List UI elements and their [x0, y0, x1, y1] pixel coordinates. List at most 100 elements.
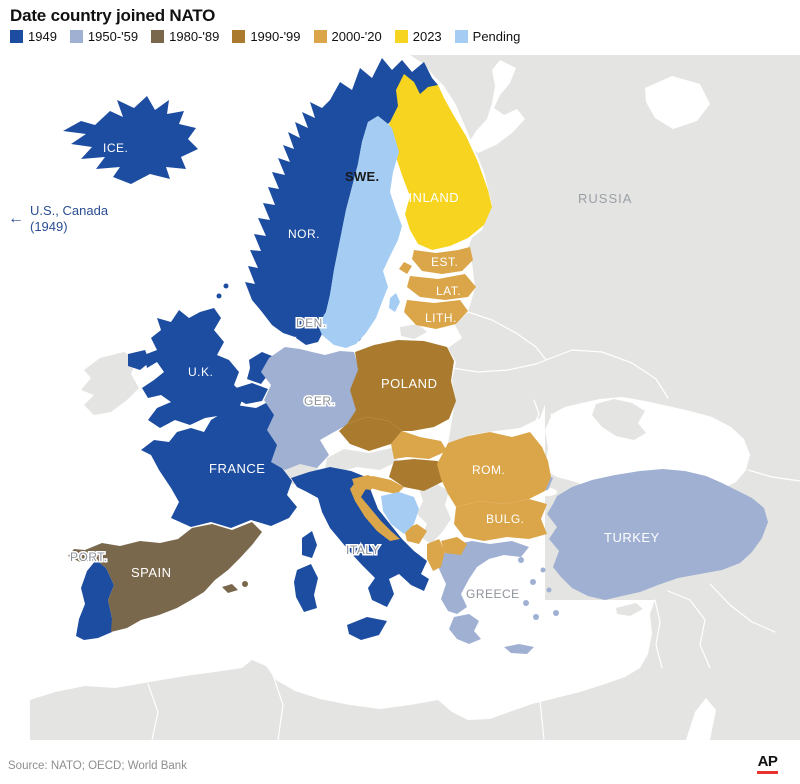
- aegean-island: [546, 587, 552, 593]
- legend-label-2000s: 2000-'20: [331, 29, 382, 44]
- country-kaliningrad: [400, 324, 427, 339]
- border-belarus-ukraine: [451, 359, 547, 373]
- legend-label-pending: Pending: [472, 29, 521, 44]
- legend-item-1950s: 1950-'59: [69, 29, 139, 44]
- legend-swatch-2023: [394, 30, 408, 43]
- aegean-island: [540, 567, 546, 573]
- country-balearics-island: [242, 581, 248, 587]
- country-sicily: [347, 617, 387, 640]
- country-northern-ireland: [128, 350, 150, 370]
- country-balearics: [222, 584, 238, 593]
- label-spain: SPAIN: [131, 565, 172, 580]
- border-levant-coast: [654, 599, 663, 669]
- country-slovakia: [391, 431, 447, 459]
- country-sardinia: [294, 564, 318, 612]
- border-libya-egypt: [539, 699, 545, 741]
- border-algeria-morocco: [147, 683, 159, 741]
- country-czechia: [339, 417, 402, 451]
- legend-swatch-1950s: [69, 30, 83, 43]
- country-peloponnese: [449, 614, 481, 644]
- label-uk: U.K.: [188, 365, 213, 379]
- label-iceland: ICE.: [103, 141, 128, 155]
- legend-swatch-1949: [10, 30, 23, 43]
- country-bulgaria: [454, 499, 547, 541]
- country-france: [141, 402, 297, 528]
- country-turkey: [547, 469, 768, 600]
- ap-logo-underline: [757, 771, 778, 774]
- label-bulgaria: BULG.: [486, 512, 525, 526]
- label-poland: POLAND: [381, 376, 437, 391]
- country-north-macedonia: [441, 537, 467, 555]
- left-arrow-icon: ←: [8, 210, 24, 227]
- border-ukraine-russia: [545, 349, 669, 399]
- country-latvia: [407, 274, 476, 300]
- country-ireland: [81, 352, 139, 415]
- legend-label-1990s: 1990-'99: [250, 29, 301, 44]
- country-sweden: [318, 116, 402, 348]
- ap-logo: AP: [757, 754, 778, 774]
- border-syria-iraq: [709, 583, 776, 633]
- legend-item-2000s: 2000-'20: [313, 29, 382, 44]
- legend-swatch-pending: [454, 30, 468, 43]
- label-turkey: TURKEY: [604, 530, 660, 545]
- legend: 1949 1950-'59 1980-'89 1990-'99 2000-'20…: [10, 29, 520, 44]
- label-italy: ITALY: [346, 543, 380, 557]
- country-orkney: [216, 293, 222, 299]
- country-spain: [68, 522, 262, 632]
- country-bosnia: [381, 492, 419, 534]
- legend-label-2023: 2023: [412, 29, 442, 44]
- legend-label-1949: 1949: [28, 29, 57, 44]
- aegean-island: [533, 614, 539, 620]
- crimea: [592, 399, 646, 440]
- label-portugal: PORT.: [70, 550, 108, 564]
- label-sweden: SWE.: [345, 169, 379, 184]
- label-romania: ROM.: [472, 463, 505, 477]
- legend-swatch-1980s: [151, 30, 165, 43]
- label-finland: FINLAND: [400, 190, 459, 205]
- red-sea: [686, 698, 716, 740]
- country-belgium-luxembourg: [233, 383, 268, 404]
- country-estonia: [412, 247, 473, 274]
- aegean-island: [518, 557, 524, 563]
- label-estonia: EST.: [431, 255, 458, 269]
- label-france: FRANCE: [209, 461, 265, 476]
- country-austria: [325, 448, 398, 472]
- us-canada-annotation: ← U.S., Canada (1949): [8, 203, 108, 236]
- country-finland: [386, 74, 492, 250]
- country-saaremaa: [399, 262, 412, 274]
- country-africa-mideast-landmass: [30, 582, 800, 740]
- country-lithuania: [404, 300, 468, 329]
- legend-swatch-1990s: [232, 30, 246, 43]
- country-uk: [142, 308, 244, 428]
- legend-swatch-2000s: [313, 30, 327, 43]
- border-belarus-russia: [467, 311, 547, 361]
- white-sea: [468, 60, 525, 153]
- border-moldova-west: [530, 399, 540, 432]
- country-hungary: [389, 459, 451, 491]
- country-portugal: [76, 560, 114, 640]
- country-romania: [437, 432, 551, 507]
- legend-item-2023: 2023: [394, 29, 442, 44]
- country-corsica: [302, 531, 317, 558]
- aegean-island: [553, 610, 559, 616]
- country-poland: [347, 340, 456, 431]
- country-shetland: [223, 283, 229, 289]
- page-title: Date country joined NATO: [10, 6, 216, 25]
- legend-item-1990s: 1990-'99: [232, 29, 301, 44]
- border-tunisia-libya: [271, 671, 284, 741]
- label-russia: RUSSIA: [578, 191, 632, 206]
- legend-item-1980s: 1980-'89: [151, 29, 219, 44]
- country-norway: [245, 58, 438, 337]
- label-denmark: DEN.: [296, 316, 327, 330]
- legend-label-1950s: 1950-'59: [87, 29, 139, 44]
- barents-inlet: [645, 76, 710, 129]
- legend-item-1949: 1949: [10, 29, 57, 44]
- legend-label-1980s: 1980-'89: [169, 29, 220, 44]
- country-croatia: [350, 476, 404, 541]
- country-germany: [261, 347, 359, 470]
- annotation-line1: U.S., Canada: [30, 203, 109, 218]
- border-caucasus: [747, 469, 800, 482]
- annotation-line2: (1949): [30, 219, 68, 235]
- country-iceland: [63, 96, 198, 184]
